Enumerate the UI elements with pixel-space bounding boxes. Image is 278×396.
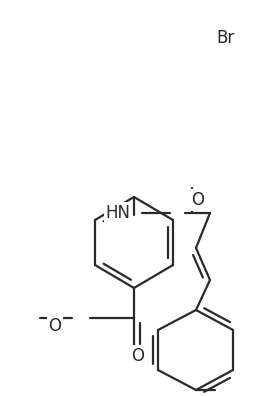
Text: HN: HN (105, 204, 130, 222)
Text: Br: Br (217, 29, 235, 47)
Text: O: O (131, 347, 145, 365)
Text: O: O (48, 317, 61, 335)
Text: O: O (192, 191, 205, 209)
